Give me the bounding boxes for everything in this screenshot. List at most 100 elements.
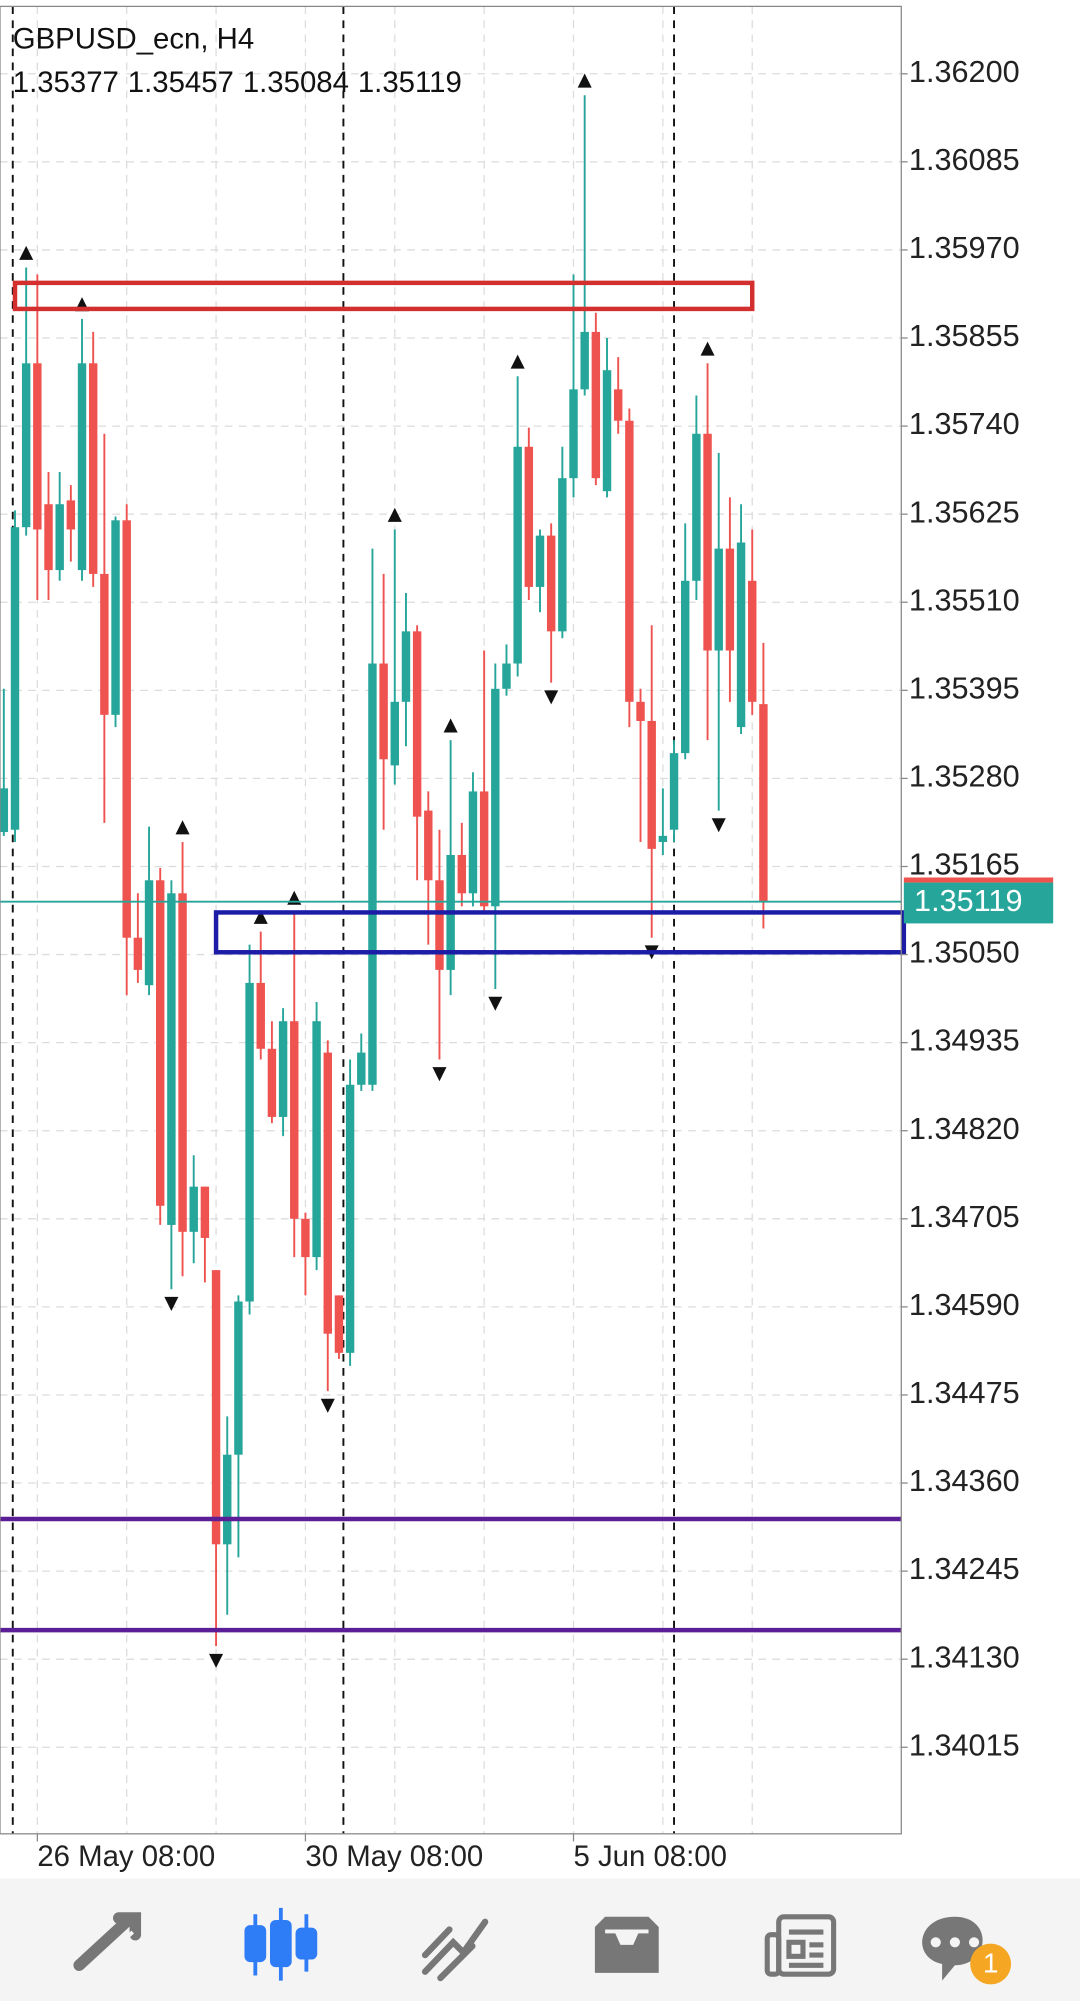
- candle-body: [625, 420, 634, 702]
- candle-body: [301, 1218, 310, 1258]
- candle-body: [759, 704, 768, 902]
- candle-body: [424, 810, 433, 881]
- fractal-up: [510, 354, 525, 369]
- candle-body: [546, 535, 556, 632]
- x-tick-label: 26 May 08:00: [37, 1840, 215, 1873]
- candle-body: [658, 835, 668, 842]
- fractal-down: [209, 1653, 224, 1668]
- y-tick-label: 1.36200: [909, 55, 1020, 89]
- news-button[interactable]: [764, 1914, 837, 1977]
- y-tick-label: 1.35165: [909, 848, 1020, 882]
- y-tick-label: 1.34475: [909, 1376, 1020, 1410]
- candle-body: [558, 478, 567, 632]
- fractal-up: [577, 73, 592, 88]
- y-tick-label: 1.35280: [909, 760, 1020, 794]
- candle-body: [401, 631, 411, 702]
- candle-body: [636, 701, 645, 721]
- fractal-up: [253, 909, 268, 924]
- inbox-button[interactable]: [594, 1916, 659, 1973]
- candle-body: [580, 331, 589, 390]
- candle-body: [591, 331, 601, 479]
- candle-body: [55, 504, 64, 571]
- low-value: 1.35084: [243, 66, 349, 99]
- y-tick-label: 1.35625: [909, 495, 1020, 529]
- candle-body: [267, 1048, 277, 1117]
- candle-body: [66, 500, 76, 530]
- candle-body: [290, 1021, 299, 1219]
- candle-body: [156, 880, 165, 1206]
- period-separators: [11, 6, 675, 1834]
- y-tick-label: 1.34015: [909, 1728, 1020, 1762]
- plot-border: [0, 5, 902, 1835]
- candle-body: [312, 1021, 321, 1258]
- fractal-up: [19, 245, 34, 260]
- price-marker-label: 1.35119: [914, 884, 1022, 918]
- candle-body: [211, 1270, 221, 1545]
- candle-body: [88, 363, 98, 574]
- fractal-down: [488, 996, 503, 1011]
- candle-body: [613, 389, 623, 421]
- candle-body: [479, 791, 489, 907]
- candle-body: [379, 663, 388, 760]
- badge-count: 1: [983, 1948, 999, 1979]
- fractal-down: [544, 690, 559, 705]
- candle-body: [10, 527, 20, 830]
- candle-body: [703, 433, 712, 651]
- y-tick-label: 1.34245: [909, 1552, 1020, 1586]
- candle-body: [33, 363, 42, 530]
- candle-body: [44, 504, 53, 571]
- badge: [970, 1943, 1012, 1985]
- candle-body: [245, 982, 254, 1302]
- grid: [0, 6, 902, 1834]
- candle-body: [0, 788, 9, 833]
- candle-body: [334, 1295, 344, 1353]
- close-value: 1.35119: [358, 66, 462, 99]
- chat-button[interactable]: 1: [922, 1916, 1012, 1985]
- candle-body: [100, 573, 109, 715]
- candle-body: [669, 753, 679, 830]
- y-tick-label: 1.35855: [909, 319, 1020, 353]
- candle-body: [278, 1021, 288, 1117]
- y-tick-label: 1.35395: [909, 671, 1020, 705]
- candle-body: [234, 1301, 243, 1455]
- fractal-down: [164, 1296, 179, 1311]
- candle-body: [435, 880, 444, 970]
- candle-body: [457, 855, 467, 894]
- candle-body: [412, 631, 422, 817]
- price-marker: [903, 882, 1054, 924]
- candle-body: [256, 982, 265, 1049]
- candle-body: [144, 880, 154, 986]
- candle-body: [345, 1084, 355, 1353]
- zone-box: [213, 910, 907, 955]
- candle-body: [513, 446, 522, 664]
- candle-body: [524, 446, 534, 587]
- chart-button[interactable]: [244, 1907, 318, 1981]
- fractal-up: [700, 341, 715, 356]
- candle-body: [390, 701, 400, 766]
- candle-body: [223, 1454, 232, 1545]
- toolbar: 1: [0, 1878, 1080, 2001]
- trade-button[interactable]: [73, 1912, 142, 1977]
- y-tick-label: 1.34705: [909, 1200, 1020, 1234]
- fractal-up: [175, 820, 190, 835]
- analytics-button[interactable]: [421, 1918, 489, 1982]
- y-tick-label: 1.35050: [909, 936, 1020, 970]
- ohlc-readout: 1.35377 1.35457 1.35084 1.35119: [13, 66, 462, 99]
- candle-body: [167, 893, 176, 1225]
- toolbar-bg: [0, 1878, 1080, 2001]
- fractal-down: [432, 1067, 447, 1082]
- y-tick-label: 1.36085: [909, 143, 1020, 177]
- fractal-up: [387, 507, 402, 522]
- candle-body: [736, 542, 746, 728]
- y-tick-label: 1.35740: [909, 407, 1020, 441]
- candle-body: [200, 1186, 210, 1238]
- candle-body: [189, 1186, 198, 1232]
- candle-body: [357, 1052, 366, 1085]
- price-marker-top: [903, 877, 1054, 883]
- candle-body: [491, 688, 500, 907]
- candle-body: [692, 433, 701, 581]
- y-tick-label: 1.34935: [909, 1024, 1020, 1058]
- chart-title: GBPUSD_ecn, H4: [13, 23, 254, 56]
- candle-body: [714, 548, 723, 651]
